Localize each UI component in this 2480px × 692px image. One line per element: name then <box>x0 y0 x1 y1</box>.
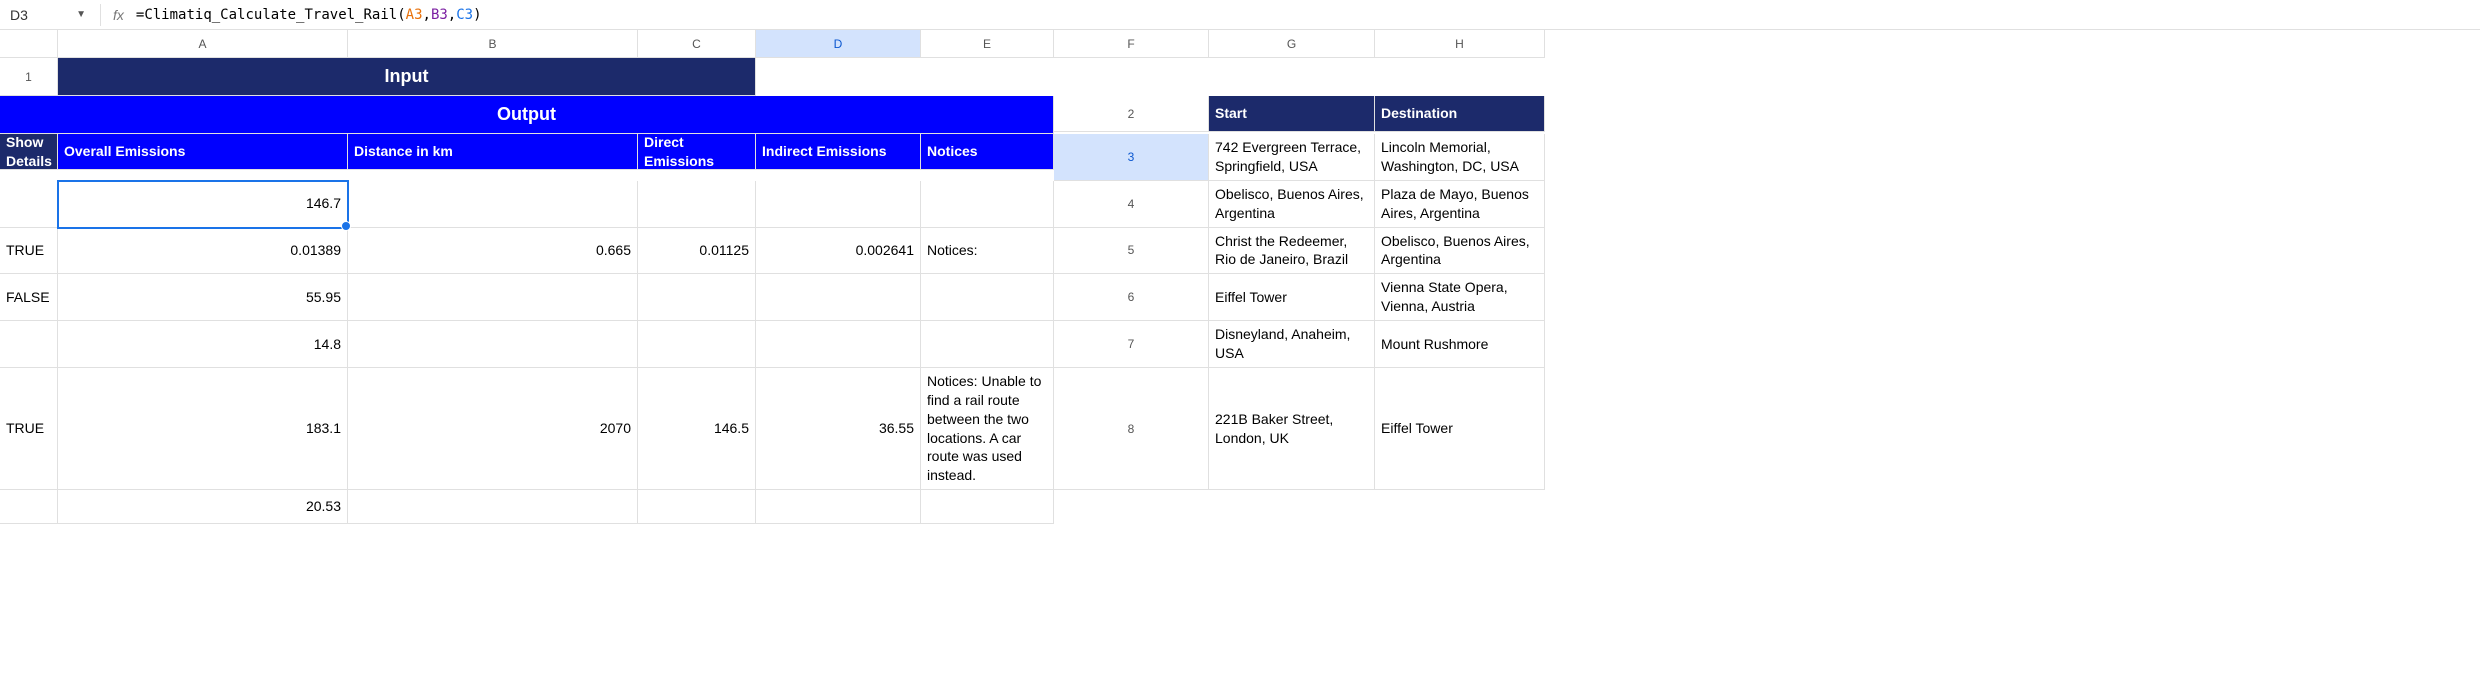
cell-E4[interactable]: 0.665 <box>348 228 638 275</box>
col-label-indirect[interactable]: Indirect Emissions <box>756 134 921 170</box>
cell-F8[interactable] <box>638 490 756 524</box>
cell-F7[interactable]: 146.5 <box>638 368 756 490</box>
cell-F5[interactable] <box>638 274 756 321</box>
row-header-3[interactable]: 3 <box>1054 134 1209 181</box>
row-header-2[interactable]: 2 <box>1054 96 1209 132</box>
cell-B3[interactable]: Lincoln Memorial, Washington, DC, USA <box>1375 134 1545 181</box>
cell-D8[interactable]: 20.53 <box>58 490 348 524</box>
cell-F6[interactable] <box>638 321 756 368</box>
cell-C6[interactable] <box>0 321 58 368</box>
row-header-1[interactable]: 1 <box>0 58 58 96</box>
cell-A5[interactable]: Christ the Redeemer, Rio de Janeiro, Bra… <box>1209 228 1375 275</box>
cell-H3[interactable] <box>921 181 1054 228</box>
cell-B8[interactable]: Eiffel Tower <box>1375 368 1545 490</box>
formula-bar: D3 ▼ fx =Climatiq_Calculate_Travel_Rail(… <box>0 0 2480 30</box>
col-header-G[interactable]: G <box>1209 30 1375 58</box>
name-box-value: D3 <box>10 7 28 23</box>
cell-H8[interactable] <box>921 490 1054 524</box>
cell-D6[interactable]: 14.8 <box>58 321 348 368</box>
col-header-C[interactable]: C <box>638 30 756 58</box>
cell-E5[interactable] <box>348 274 638 321</box>
comma: , <box>423 7 431 23</box>
col-header-E[interactable]: E <box>921 30 1054 58</box>
formula-input[interactable]: =Climatiq_Calculate_Travel_Rail(A3,B3,C3… <box>136 7 482 23</box>
cell-G8[interactable] <box>756 490 921 524</box>
col-label-direct[interactable]: Direct Emissions <box>638 134 756 170</box>
cell-E6[interactable] <box>348 321 638 368</box>
row-header-6[interactable]: 6 <box>1054 274 1209 321</box>
row-header-8[interactable]: 8 <box>1054 368 1209 490</box>
col-header-D[interactable]: D <box>756 30 921 58</box>
row-header-4[interactable]: 4 <box>1054 181 1209 228</box>
cell-A4[interactable]: Obelisco, Buenos Aires, Argentina <box>1209 181 1375 228</box>
cell-B6[interactable]: Vienna State Opera, Vienna, Austria <box>1375 274 1545 321</box>
formula-fn: Climatiq_Calculate_Travel_Rail <box>144 7 397 23</box>
cell-E8[interactable] <box>348 490 638 524</box>
fx-label: fx <box>109 7 128 23</box>
row-header-7[interactable]: 7 <box>1054 321 1209 368</box>
section-header-output[interactable]: Output <box>0 96 1054 134</box>
cell-A8[interactable]: 221B Baker Street, London, UK <box>1209 368 1375 490</box>
col-label-distance[interactable]: Distance in km <box>348 134 638 170</box>
cell-B5[interactable]: Obelisco, Buenos Aires, Argentina <box>1375 228 1545 275</box>
formula-arg2: B3 <box>431 7 448 23</box>
cell-G6[interactable] <box>756 321 921 368</box>
col-label-destination[interactable]: Destination <box>1375 96 1545 132</box>
name-box[interactable]: D3 ▼ <box>4 7 92 23</box>
cell-D3[interactable]: 146.7 <box>58 181 348 228</box>
col-header-F[interactable]: F <box>1054 30 1209 58</box>
cell-C8[interactable] <box>0 490 58 524</box>
cell-H4[interactable]: Notices: <box>921 228 1054 275</box>
cell-H7[interactable]: Notices: Unable to find a rail route bet… <box>921 368 1054 490</box>
col-label-start[interactable]: Start <box>1209 96 1375 132</box>
divider <box>100 4 101 26</box>
paren-close: ) <box>473 7 481 23</box>
cell-D5[interactable]: 55.95 <box>58 274 348 321</box>
cell-E3[interactable] <box>348 181 638 228</box>
cell-G3[interactable] <box>756 181 921 228</box>
cell-H6[interactable] <box>921 321 1054 368</box>
cell-B4[interactable]: Plaza de Mayo, Buenos Aires, Argentina <box>1375 181 1545 228</box>
spreadsheet-grid[interactable]: A B C D E F G H 1 Input Output 2 Start D… <box>0 30 2480 524</box>
row-header-5[interactable]: 5 <box>1054 228 1209 275</box>
col-label-overall[interactable]: Overall Emissions <box>58 134 348 170</box>
select-all-corner[interactable] <box>0 30 58 58</box>
cell-H5[interactable] <box>921 274 1054 321</box>
cell-A3[interactable]: 742 Evergreen Terrace, Springfield, USA <box>1209 134 1375 181</box>
col-header-A[interactable]: A <box>58 30 348 58</box>
cell-G7[interactable]: 36.55 <box>756 368 921 490</box>
cell-F3[interactable] <box>638 181 756 228</box>
comma: , <box>448 7 456 23</box>
cell-A6[interactable]: Eiffel Tower <box>1209 274 1375 321</box>
cell-G4[interactable]: 0.002641 <box>756 228 921 275</box>
cell-D4[interactable]: 0.01389 <box>58 228 348 275</box>
formula-arg1: A3 <box>406 7 423 23</box>
cell-F4[interactable]: 0.01125 <box>638 228 756 275</box>
col-label-show-details[interactable]: Show Details <box>0 134 58 170</box>
col-label-notices[interactable]: Notices <box>921 134 1054 170</box>
section-header-input[interactable]: Input <box>58 58 756 96</box>
col-header-B[interactable]: B <box>348 30 638 58</box>
cell-C7[interactable]: TRUE <box>0 368 58 490</box>
cell-C5[interactable]: FALSE <box>0 274 58 321</box>
cell-A7[interactable]: Disneyland, Anaheim, USA <box>1209 321 1375 368</box>
name-box-dropdown-icon[interactable]: ▼ <box>76 9 86 20</box>
paren-open: ( <box>397 7 405 23</box>
formula-arg3: C3 <box>456 7 473 23</box>
cell-D7[interactable]: 183.1 <box>58 368 348 490</box>
cell-C4[interactable]: TRUE <box>0 228 58 275</box>
cell-B7[interactable]: Mount Rushmore <box>1375 321 1545 368</box>
cell-E7[interactable]: 2070 <box>348 368 638 490</box>
cell-C3[interactable] <box>0 181 58 228</box>
cell-G5[interactable] <box>756 274 921 321</box>
col-header-H[interactable]: H <box>1375 30 1545 58</box>
